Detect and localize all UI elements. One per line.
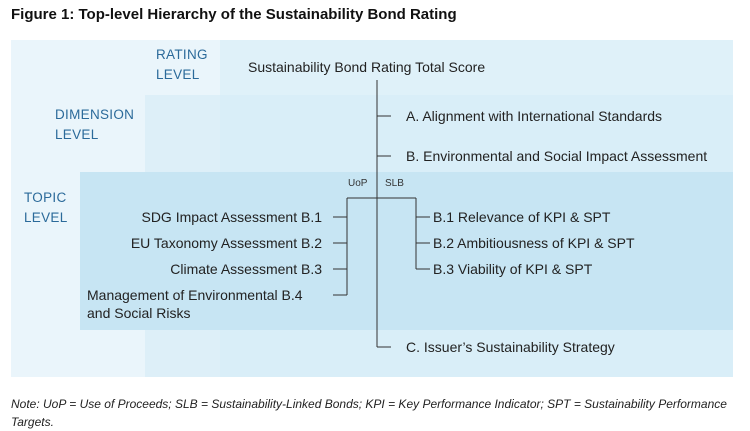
- root-node: Sustainability Bond Rating Total Score: [248, 59, 486, 75]
- dimension-b: B. Environmental and Social Impact Asses…: [406, 148, 708, 164]
- slb-label: SLB: [385, 178, 404, 189]
- dimension-level-line-2: LEVEL: [55, 127, 99, 142]
- dimension-a: A. Alignment with International Standard…: [406, 108, 663, 124]
- figure-title: Figure 1: Top-level Hierarchy of the Sus…: [11, 6, 457, 23]
- slb-topic-1: B.1 Relevance of KPI & SPT: [433, 209, 611, 225]
- dimension-level-line-1: DIMENSION: [55, 107, 135, 122]
- rating-level-line-2: LEVEL: [156, 67, 200, 82]
- uop-topic-4: Management of Environmental B.4 and Soci…: [87, 286, 303, 322]
- uop-label: UoP: [348, 178, 368, 189]
- topic-level-label: TOPIC LEVEL: [24, 188, 68, 228]
- rating-level-label: RATING LEVEL: [156, 45, 208, 85]
- slb-topic-3: B.3 Viability of KPI & SPT: [433, 261, 593, 277]
- topic-level-line-1: TOPIC: [24, 190, 67, 205]
- uop-topic-2: EU Taxonomy Assessment B.2: [130, 235, 322, 251]
- rating-level-line-1: RATING: [156, 47, 208, 62]
- uop-topic-4-line-2: and Social Risks: [87, 305, 191, 321]
- uop-topic-3: Climate Assessment B.3: [170, 261, 322, 277]
- topic-level-line-2: LEVEL: [24, 210, 68, 225]
- figure-note: Note: UoP = Use of Proceeds; SLB = Susta…: [11, 397, 727, 429]
- uop-topic-1: SDG Impact Assessment B.1: [141, 209, 322, 225]
- dimension-level-label: DIMENSION LEVEL: [55, 105, 134, 145]
- dimension-c: C. Issuer’s Sustainability Strategy: [406, 339, 615, 355]
- slb-topic-2: B.2 Ambitiousness of KPI & SPT: [433, 235, 635, 251]
- uop-topic-4-line-1: Management of Environmental B.4: [87, 287, 303, 303]
